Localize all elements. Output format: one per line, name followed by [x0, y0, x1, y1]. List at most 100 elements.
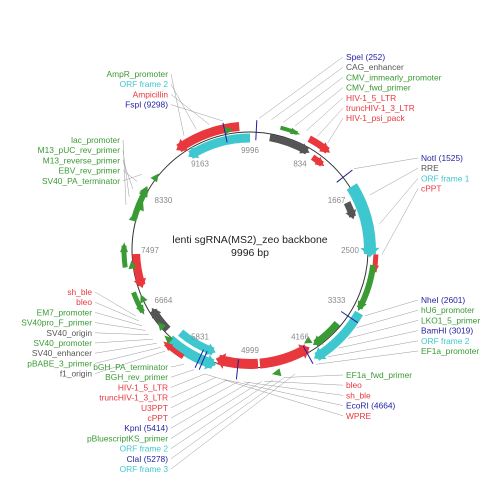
bleo-arc	[259, 344, 310, 369]
leader-line	[264, 380, 344, 386]
leader-line	[271, 66, 344, 120]
leader-line	[170, 381, 239, 419]
orf-frame1-arc-arrowhead	[360, 247, 380, 258]
feature-label: ORF frame 2	[421, 336, 470, 346]
feature-label: SV40_promoter	[33, 338, 92, 348]
leader-line	[259, 56, 344, 119]
hiv-ltr-arc-arrowhead	[319, 142, 331, 153]
feature-label: HIV-1_5_LTR	[118, 382, 168, 392]
orf-frame3-arc-arrowhead	[204, 354, 216, 370]
feature-label: CMV_immearly_promoter	[346, 72, 442, 82]
rre-arc-arrowhead	[345, 209, 357, 220]
primer-arrow	[150, 173, 159, 183]
leader-line	[122, 170, 138, 182]
ef1a-promoter-arc-arrowhead	[312, 335, 324, 346]
leader-line	[94, 338, 153, 344]
feature-label: truncHIV-1_3_LTR	[346, 103, 415, 113]
leader-line	[170, 364, 185, 368]
feature-label: truncHIV-1_3_LTR	[99, 393, 168, 403]
leader-line	[94, 322, 146, 331]
feature-label: ClaI (5278)	[127, 454, 169, 464]
leader-line	[283, 77, 344, 123]
ampicillin-arc-arrowhead	[176, 138, 189, 151]
feature-label: CMV_fwd_primer	[346, 83, 411, 93]
feature-label: lac_promoter	[71, 135, 120, 145]
leader-line	[327, 118, 344, 144]
feature-label: sh_ble	[346, 390, 371, 400]
feature-label: EcoRI (4664)	[346, 401, 396, 411]
primer-arrow	[128, 260, 137, 270]
feature-label: KpnI (5414)	[124, 423, 168, 433]
plasmid-size: 9996 bp	[231, 247, 269, 259]
restriction-site-mark	[222, 122, 228, 143]
leader-line	[170, 377, 285, 460]
tick-label: 9163	[191, 159, 209, 168]
feature-label: EF1a_fwd_primer	[346, 370, 412, 380]
restriction-site-mark	[198, 351, 208, 370]
restriction-site-mark	[302, 345, 314, 364]
leader-line	[170, 73, 185, 136]
orf-frame2-right-arc-arrowhead	[313, 347, 327, 360]
plasmid-name: lenti sgRNA(MS2)_zeo backbone	[172, 234, 327, 246]
leader-line	[315, 350, 419, 365]
em7-promoter-arc-arrowhead	[120, 242, 128, 253]
leader-line	[122, 139, 127, 205]
tick-label: 3333	[328, 296, 346, 305]
primer-arrow	[140, 294, 148, 304]
feature-label: cPPT	[148, 413, 168, 423]
leader-line	[170, 377, 216, 398]
leader-line	[170, 373, 205, 388]
feature-label: Ampicillin	[133, 89, 169, 99]
primer-arrow	[223, 126, 233, 135]
primer-arrow	[128, 212, 137, 222]
feature-label: NheI (2601)	[421, 295, 465, 305]
hiv-psi-arc-arrowhead	[314, 156, 325, 167]
cmv-promoter-arc-arrowhead	[290, 127, 301, 135]
leader-line	[170, 104, 223, 122]
leader-line	[94, 347, 161, 364]
tick-label: 8330	[155, 196, 173, 205]
tick-label: 9996	[241, 146, 259, 155]
leader-line	[369, 167, 419, 196]
tick-label: 834	[293, 159, 307, 168]
feature-label: SV40_PA_terminator	[42, 176, 120, 186]
feature-label: ORF frame 1	[421, 173, 470, 183]
feature-label: HIV-1_5_LTR	[346, 93, 396, 103]
tick-label: 5831	[191, 333, 209, 342]
feature-label: BGH_rev_primer	[105, 372, 168, 382]
tick-labels: 834 1667 2500 3333 4166 4999 5831 6664 7497 8330 9…	[141, 146, 359, 355]
primer-arrow	[136, 202, 144, 212]
bleo-arc-arrowhead	[298, 344, 310, 359]
leader-line	[94, 332, 149, 336]
feature-label: SV40_origin	[46, 328, 92, 338]
leader-line	[170, 379, 274, 449]
feature-arcs	[120, 120, 380, 380]
primer-arrow	[271, 368, 282, 377]
leader-line	[204, 373, 344, 417]
restriction-site-mark	[336, 169, 353, 183]
leader-line	[122, 150, 130, 197]
feature-label: HIV-1_psi_pack	[346, 113, 405, 123]
restriction-site-mark	[255, 120, 258, 141]
feature-label: pBABE_3_primer	[27, 358, 92, 368]
feature-label: EF1a_promoter	[421, 346, 479, 356]
orf-frame2-low-arc-arrowhead	[205, 343, 216, 356]
leader-line	[244, 381, 344, 396]
tick-label: 4999	[241, 346, 259, 355]
leader-line	[170, 94, 210, 125]
feature-label: U3PPT	[141, 403, 168, 413]
feature-label: ORF frame 2	[120, 79, 169, 89]
leader-line	[224, 379, 344, 406]
restriction-site-mark	[235, 359, 239, 380]
leader-line	[379, 178, 419, 225]
feature-label: FspI (9298)	[125, 100, 168, 110]
feature-label: SV40_enhancer	[32, 348, 92, 358]
feature-label: pBluescriptKS_primer	[87, 433, 168, 443]
sv40-promoter-arc-arrowhead	[136, 304, 145, 315]
leader-line	[327, 340, 419, 358]
leader-line	[348, 320, 419, 339]
feature-label: EBV_rev_primer	[59, 166, 121, 176]
